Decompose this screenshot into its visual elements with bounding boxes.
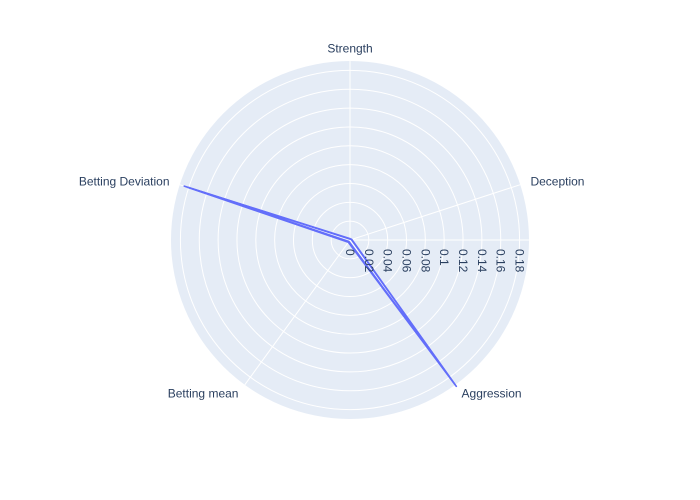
radial-tick-label: 0.06 [400,249,414,273]
angular-axis-labels: Strength Deception Aggression Betting mean B… [79,41,585,400]
radial-tick-label: 0.02 [362,249,376,273]
radial-tick-label: 0.12 [456,249,470,273]
series-layer [183,185,458,388]
radial-tick-label: 0.04 [381,249,395,273]
axis-spoke-betting-mean [244,239,351,386]
radial-tick-label: 0.08 [418,249,432,273]
axis-label-betting-deviation: Betting Deviation [79,174,170,188]
radial-tick-label: 0 [343,249,357,256]
radial-tick-label: 0.16 [494,249,508,273]
axis-label-deception: Deception [530,174,584,188]
radial-tick-label: 0.18 [513,249,527,273]
radial-tick-label: 0.14 [475,249,489,273]
axis-label-betting-mean: Betting mean [168,387,239,401]
axis-label-aggression: Aggression [462,387,522,401]
axis-spoke-deception [349,184,521,241]
radial-tick-labels: 0 0.02 0.04 0.06 0.08 0.1 0.12 0.14 0.16 0.18 [343,249,527,273]
series-2-line [187,186,457,386]
radial-tick-label: 0.1 [437,249,451,266]
axis-label-strength: Strength [327,41,372,55]
